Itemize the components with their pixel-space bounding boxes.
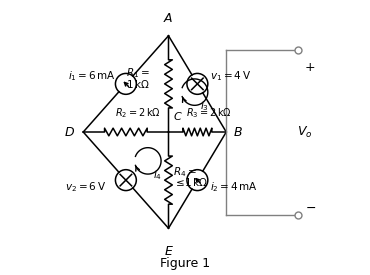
Text: $R_2 = 2\,\mathrm{k\Omega}$: $R_2 = 2\,\mathrm{k\Omega}$ bbox=[115, 106, 161, 120]
Text: $B$: $B$ bbox=[233, 125, 243, 139]
Text: $R_4 =$: $R_4 =$ bbox=[173, 165, 196, 179]
Text: Figure 1: Figure 1 bbox=[160, 257, 210, 271]
Text: $-$: $-$ bbox=[305, 201, 316, 214]
Text: $C$: $C$ bbox=[173, 110, 182, 122]
Text: $+$: $+$ bbox=[305, 61, 316, 74]
Text: $D$: $D$ bbox=[64, 125, 75, 139]
Text: $v_2 = 6\,\mathrm{V}$: $v_2 = 6\,\mathrm{V}$ bbox=[65, 180, 107, 194]
Text: $R_1 =$: $R_1 =$ bbox=[125, 66, 149, 80]
Text: $i_3$: $i_3$ bbox=[200, 100, 209, 113]
Text: $i_4$: $i_4$ bbox=[154, 168, 162, 182]
Text: $V_o$: $V_o$ bbox=[297, 125, 312, 139]
Text: $i_2 = 4\,\mathrm{mA}$: $i_2 = 4\,\mathrm{mA}$ bbox=[210, 180, 258, 194]
Text: $R_3 = 2\,\mathrm{k\Omega}$: $R_3 = 2\,\mathrm{k\Omega}$ bbox=[186, 106, 232, 120]
Text: $\leq\!1\,\mathrm{k\Omega}$: $\leq\!1\,\mathrm{k\Omega}$ bbox=[173, 176, 208, 188]
Text: $i_1 = 6\,\mathrm{mA}$: $i_1 = 6\,\mathrm{mA}$ bbox=[68, 69, 116, 82]
Text: $1\,\mathrm{k\Omega}$: $1\,\mathrm{k\Omega}$ bbox=[125, 78, 149, 90]
Text: $v_1 = 4\,\mathrm{V}$: $v_1 = 4\,\mathrm{V}$ bbox=[210, 69, 251, 82]
Text: $A$: $A$ bbox=[163, 12, 174, 25]
Text: $E$: $E$ bbox=[164, 245, 174, 258]
